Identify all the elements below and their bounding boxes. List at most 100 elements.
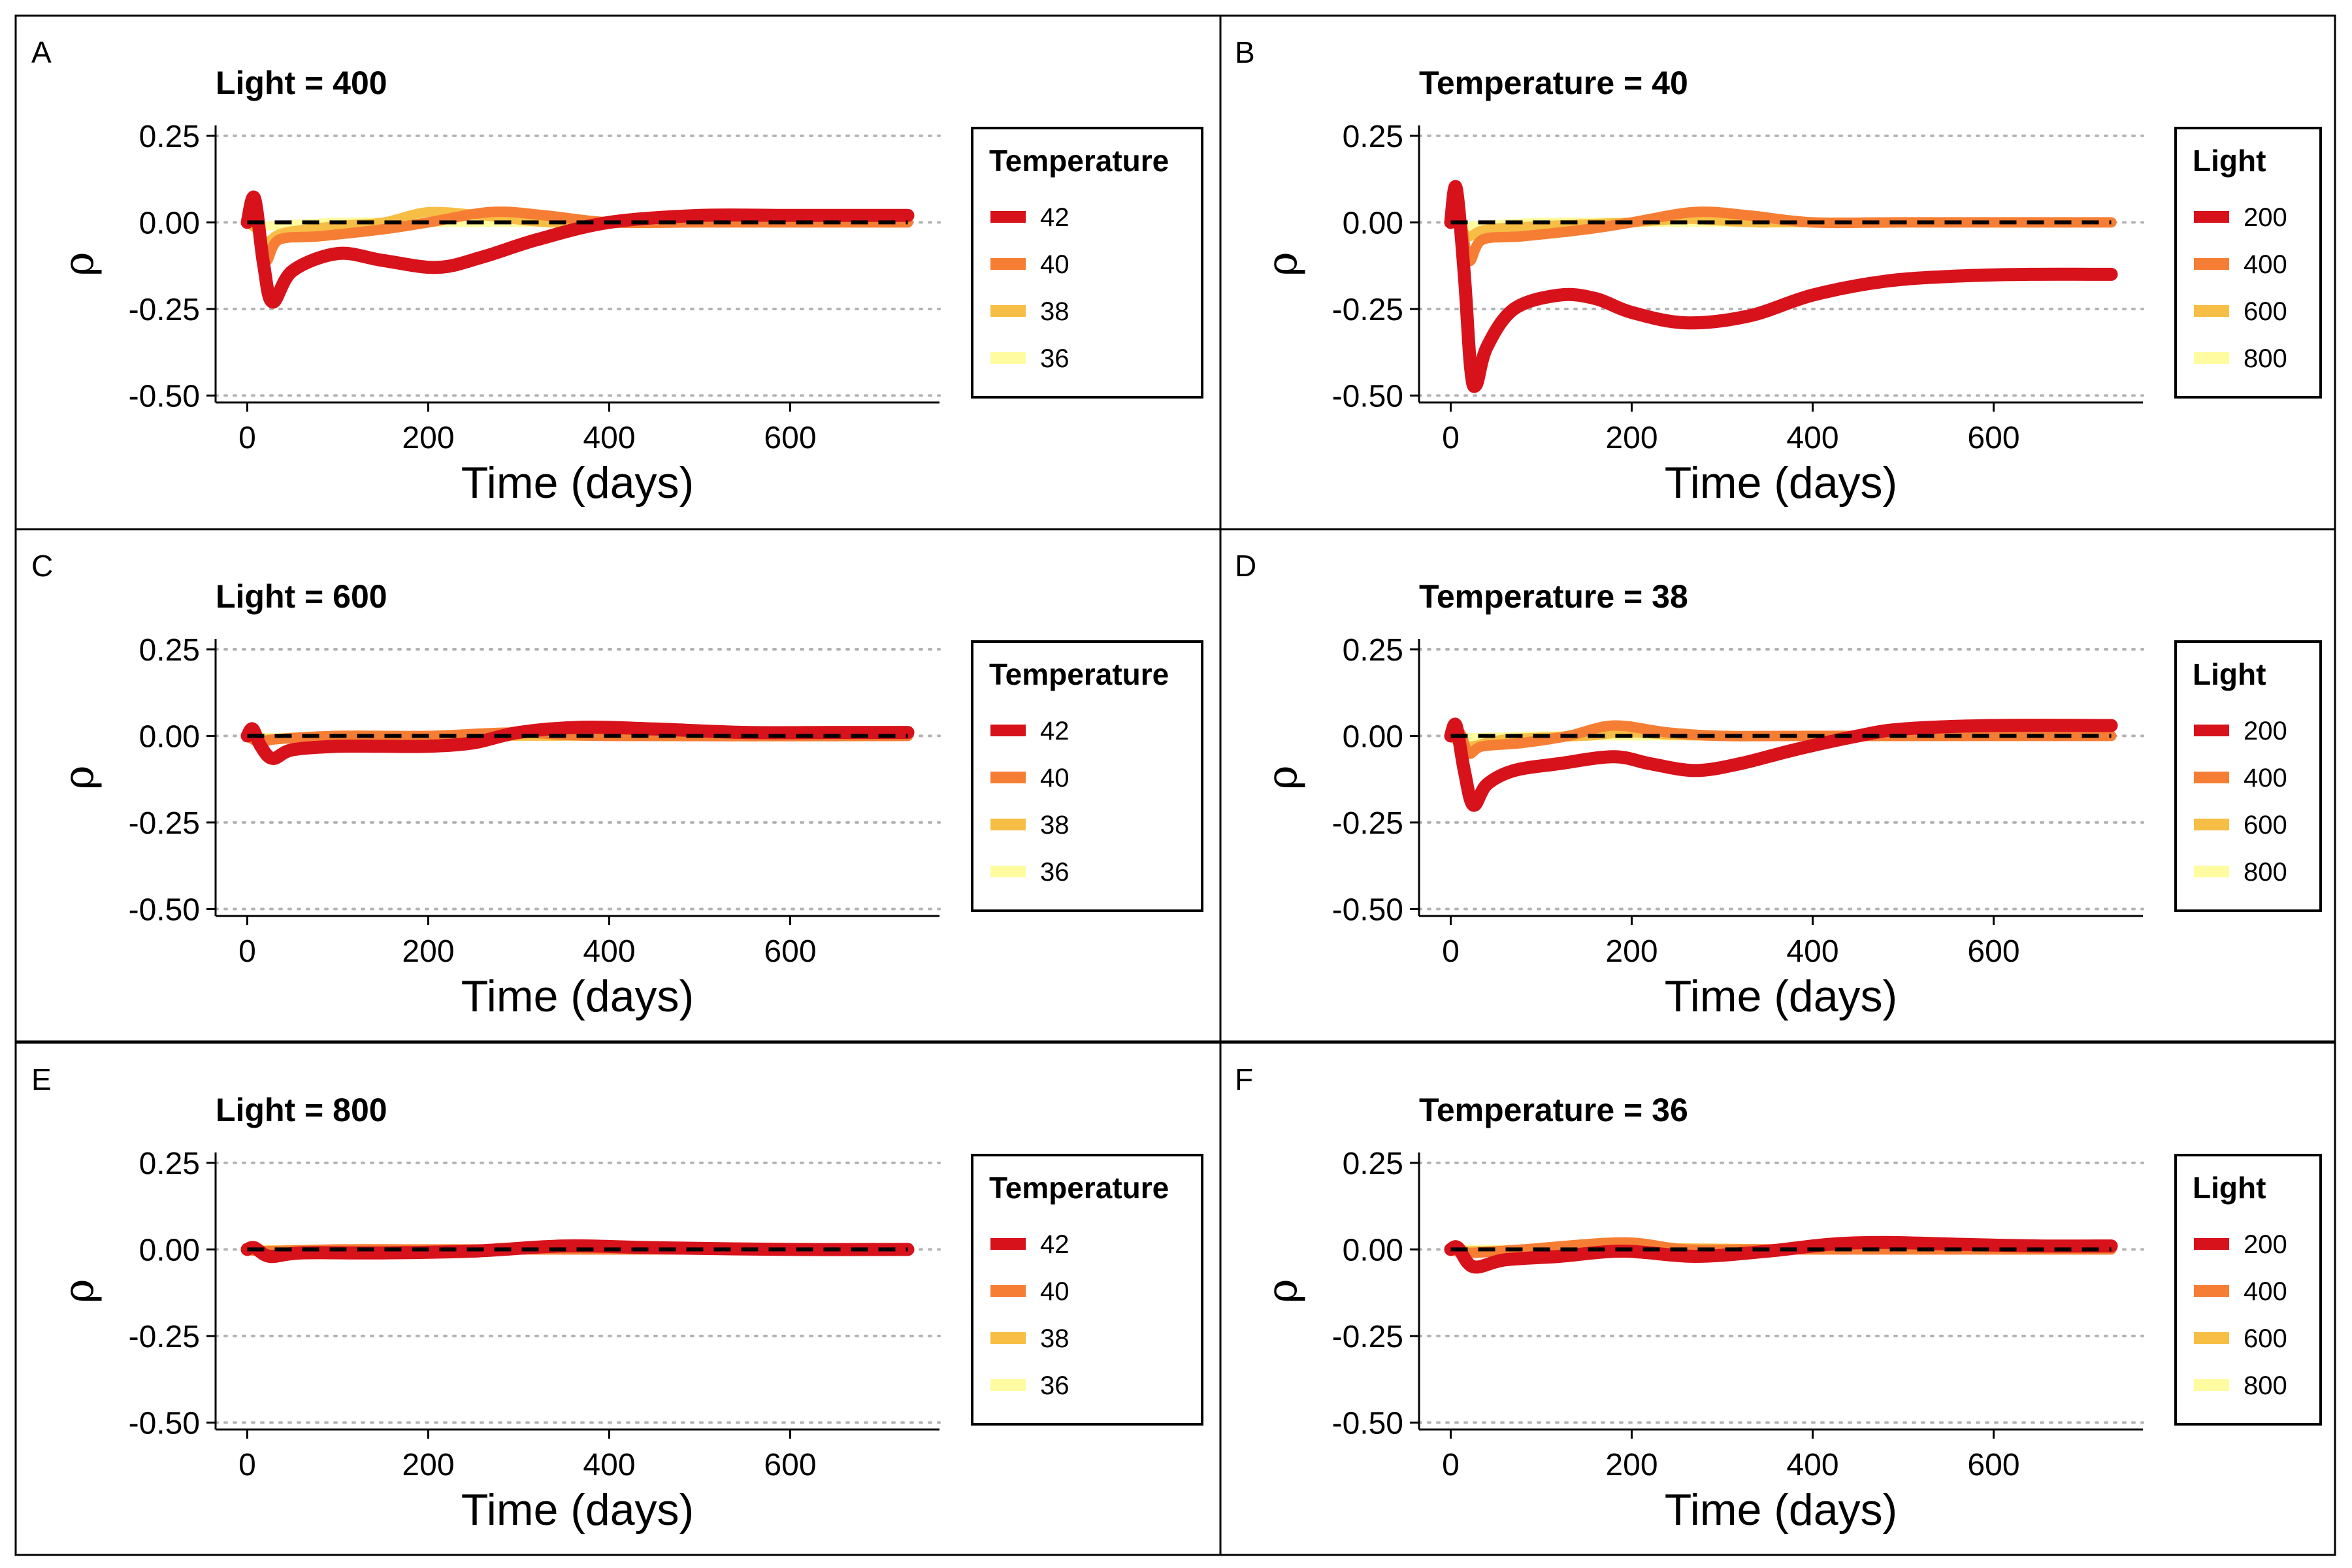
legend-title: Temperature xyxy=(989,144,1169,178)
legend-label-42: 42 xyxy=(1040,717,1070,745)
x-tick-label: 0 xyxy=(1442,934,1460,969)
x-tick-label: 400 xyxy=(583,421,635,455)
x-axis-title: Time (days) xyxy=(1665,458,1897,508)
y-tick-label: -0.25 xyxy=(129,1320,200,1354)
x-tick-label: 400 xyxy=(583,934,635,969)
x-tick-label: 600 xyxy=(764,1448,816,1482)
y-tick-label: 0.25 xyxy=(1343,633,1403,668)
panel-f: F Temperature = 36 0.25 0.00 -0.25 -0.50 0 200 4… xyxy=(1219,1040,2336,1556)
legend-label-200: 200 xyxy=(2244,717,2287,745)
legend-title: Light xyxy=(2193,1171,2266,1205)
y-tick-label: -0.25 xyxy=(1332,1320,1403,1354)
y-tick-label: -0.25 xyxy=(129,293,200,327)
y-tick-label: 0.25 xyxy=(139,120,200,154)
series-line-200 xyxy=(1444,180,2118,393)
panel-c: C Light = 600 0.25 0.00 -0.25 -0.50 0 200 400 600… xyxy=(14,528,1222,1044)
x-tick-label: 200 xyxy=(402,1448,454,1482)
panel-letter: D xyxy=(1235,549,1256,583)
y-axis-title: ρ xyxy=(55,252,103,276)
legend-label-400: 400 xyxy=(2244,250,2287,279)
legend-label-40: 40 xyxy=(1040,250,1070,279)
y-tick-label: -0.25 xyxy=(1332,293,1403,327)
x-tick-label: 200 xyxy=(1605,1448,1658,1482)
y-axis-title: ρ xyxy=(55,1279,103,1303)
y-tick-label: -0.50 xyxy=(1332,892,1403,927)
legend-label-36: 36 xyxy=(1040,858,1070,887)
legend-label-800: 800 xyxy=(2244,858,2287,887)
y-tick-label: 0.00 xyxy=(139,1233,200,1267)
x-axis-title: Time (days) xyxy=(461,458,694,508)
legend-label-600: 600 xyxy=(2244,297,2287,326)
x-tick-label: 0 xyxy=(238,1448,256,1482)
series-line-42 xyxy=(240,190,915,309)
x-tick-label: 400 xyxy=(1786,934,1838,969)
series-line-200 xyxy=(1444,717,2118,812)
legend-label-600: 600 xyxy=(2244,811,2287,840)
x-axis-title: Time (days) xyxy=(1665,1485,1897,1535)
y-tick-label: -0.25 xyxy=(1332,806,1403,841)
panel-e: E Light = 800 0.25 0.00 -0.25 -0.50 0 200 400 600… xyxy=(14,1040,1222,1556)
y-tick-label: -0.25 xyxy=(129,806,200,841)
series-line-200 xyxy=(1444,1235,2118,1274)
panel-border xyxy=(1219,1040,2336,1556)
panel-title: Temperature = 40 xyxy=(1419,65,1688,101)
legend-label-200: 200 xyxy=(2244,1230,2287,1259)
panel-letter: E xyxy=(31,1062,52,1096)
y-tick-label: 0.25 xyxy=(139,1147,200,1181)
x-tick-label: 600 xyxy=(1967,1448,2019,1482)
x-tick-label: 400 xyxy=(1786,1448,1838,1482)
y-axis-title: ρ xyxy=(1258,765,1307,790)
x-tick-label: 600 xyxy=(764,421,816,455)
legend-title: Temperature xyxy=(989,1171,1169,1205)
legend-label-400: 400 xyxy=(2244,1277,2287,1306)
x-axis-title: Time (days) xyxy=(461,1485,694,1535)
y-tick-label: 0.00 xyxy=(139,719,200,754)
legend-label-40: 40 xyxy=(1040,1277,1070,1306)
y-axis-title: ρ xyxy=(55,765,103,790)
legend-label-400: 400 xyxy=(2244,764,2287,792)
y-tick-label: 0.00 xyxy=(139,206,200,240)
x-tick-label: 200 xyxy=(402,934,454,969)
x-tick-label: 200 xyxy=(1605,934,1658,969)
x-tick-label: 0 xyxy=(1442,421,1460,455)
panel-b: B Temperature = 40 0.25 0.00 -0.25 -0.50 0 200 4… xyxy=(1219,14,2336,531)
y-tick-label: -0.50 xyxy=(1332,379,1403,414)
panel-letter: B xyxy=(1235,35,1255,69)
x-axis-title: Time (days) xyxy=(461,972,694,1021)
y-axis-title: ρ xyxy=(1258,252,1307,276)
legend-label-38: 38 xyxy=(1040,297,1070,326)
x-tick-label: 200 xyxy=(402,421,454,455)
panel-title: Light = 600 xyxy=(216,578,387,615)
legend-label-200: 200 xyxy=(2244,203,2287,232)
legend-label-38: 38 xyxy=(1040,811,1070,840)
x-tick-label: 0 xyxy=(1442,1448,1460,1482)
legend-label-36: 36 xyxy=(1040,1371,1070,1400)
legend-label-800: 800 xyxy=(2244,344,2287,373)
legend-label-42: 42 xyxy=(1040,203,1070,232)
y-tick-label: 0.25 xyxy=(1343,1147,1403,1181)
x-tick-label: 0 xyxy=(238,934,256,969)
y-tick-label: -0.50 xyxy=(1332,1406,1403,1441)
x-tick-label: 600 xyxy=(1967,934,2019,969)
legend-label-40: 40 xyxy=(1040,764,1070,792)
panel-letter: C xyxy=(31,549,53,583)
panel-title: Light = 800 xyxy=(216,1092,387,1128)
panel-title: Temperature = 38 xyxy=(1419,578,1688,615)
x-tick-label: 600 xyxy=(764,934,816,969)
y-tick-label: -0.50 xyxy=(129,1406,200,1441)
x-tick-label: 600 xyxy=(1967,421,2019,455)
panel-border xyxy=(1219,528,2336,1044)
y-axis-title: ρ xyxy=(1258,1279,1307,1303)
x-axis-title: Time (days) xyxy=(1665,972,1897,1021)
y-tick-label: -0.50 xyxy=(129,379,200,414)
x-tick-label: 400 xyxy=(1786,421,1838,455)
panel-title: Light = 400 xyxy=(216,65,387,101)
x-tick-label: 0 xyxy=(238,421,256,455)
y-tick-label: 0.00 xyxy=(1343,1233,1403,1267)
legend-title: Light xyxy=(2193,657,2266,691)
legend-label-600: 600 xyxy=(2244,1324,2287,1353)
y-tick-label: 0.00 xyxy=(1343,206,1403,240)
x-tick-label: 200 xyxy=(1605,421,1658,455)
panel-border xyxy=(1219,14,2336,531)
